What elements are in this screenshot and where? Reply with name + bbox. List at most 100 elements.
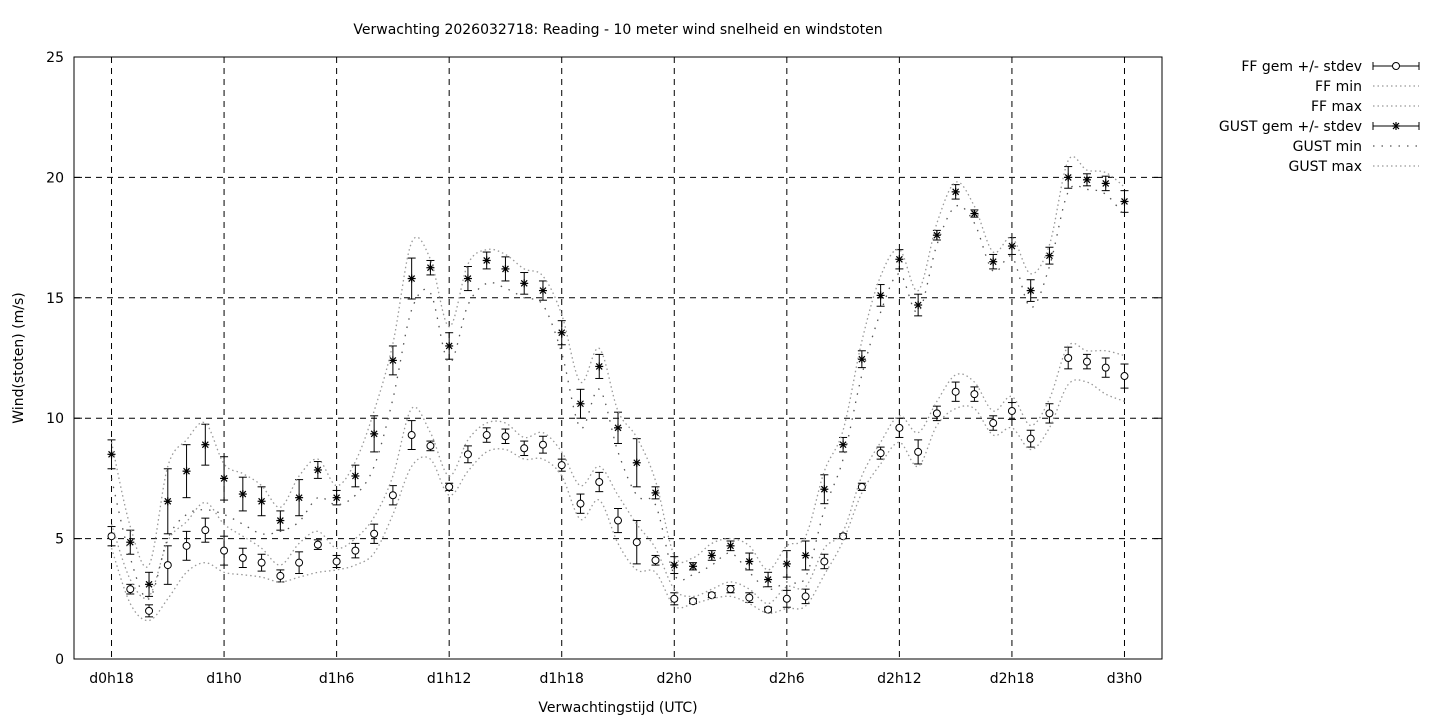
- series-ff-gem-stdev: [107, 346, 1129, 618]
- star-stroke: [408, 275, 416, 282]
- data-point: [764, 575, 773, 584]
- data-point: [689, 597, 698, 606]
- data-point: [238, 490, 247, 499]
- data-point: [332, 557, 341, 566]
- data-point: [520, 279, 529, 288]
- data-point: [351, 471, 360, 480]
- data-point: [463, 274, 472, 283]
- star-stroke: [183, 467, 190, 475]
- star-stroke: [652, 489, 659, 497]
- ticks: 0 5 10 15 20 25 d0h18 d1h0 d1h6 d1h12 d1h18 d2h0 d2h…: [46, 50, 1162, 687]
- min-max-line: [110, 184, 1125, 600]
- data-point: [276, 516, 285, 525]
- data-point: [220, 546, 229, 555]
- data-point: [595, 362, 604, 371]
- data-point: [689, 562, 698, 571]
- data-point: [1120, 372, 1129, 381]
- data-point: [126, 538, 135, 547]
- x-tick-label: d2h18: [990, 671, 1034, 687]
- data-point: [726, 585, 735, 594]
- series-gust-gem-stdev: [107, 166, 1129, 597]
- star-stroke: [1064, 173, 1072, 181]
- star-stroke: [783, 560, 791, 568]
- data-point: [276, 571, 285, 580]
- data-point: [1045, 409, 1054, 418]
- data-point: [576, 499, 585, 508]
- star-stroke: [820, 485, 828, 493]
- data-point: [163, 497, 172, 506]
- x-tick-label: d2h12: [877, 671, 921, 687]
- legend-label: FF gem +/- stdev: [1241, 59, 1362, 75]
- star-stroke: [895, 255, 903, 263]
- data-point: [163, 561, 172, 570]
- data-point: [388, 491, 397, 500]
- star-stroke: [858, 355, 866, 363]
- data-point: [182, 467, 191, 476]
- data-point: [745, 593, 754, 602]
- data-point: [370, 429, 379, 438]
- star-stroke: [1102, 179, 1110, 187]
- star-stroke: [239, 490, 247, 498]
- star-stroke: [164, 497, 172, 505]
- x-tick-label: d1h6: [319, 671, 355, 687]
- star-stroke: [220, 474, 228, 482]
- data-point: [876, 291, 885, 300]
- data-point: [782, 559, 791, 568]
- data-point: [407, 274, 416, 283]
- data-point: [576, 399, 585, 408]
- x-tick-label: d2h6: [769, 671, 805, 687]
- x-axis-label: Verwachtingstijd (UTC): [538, 700, 697, 716]
- data-point: [426, 441, 435, 450]
- star-stroke: [1046, 252, 1053, 260]
- star-stroke: [914, 301, 922, 309]
- data-point: [764, 605, 773, 614]
- series-layer: [107, 155, 1129, 622]
- star-stroke: [126, 538, 134, 546]
- star-stroke: [502, 265, 509, 273]
- data-point: [520, 444, 529, 453]
- data-point: [1064, 354, 1073, 362]
- star-stroke: [201, 441, 209, 449]
- data-point: [1026, 434, 1035, 443]
- data-point: [1007, 242, 1016, 251]
- data-point: [932, 231, 941, 240]
- data-point: [801, 592, 810, 601]
- data-point: [257, 497, 266, 506]
- star-stroke: [539, 287, 547, 295]
- star-stroke: [952, 188, 960, 196]
- data-point: [895, 423, 904, 432]
- data-point: [951, 187, 960, 196]
- star-stroke: [314, 466, 322, 474]
- data-point: [989, 257, 998, 266]
- star-stroke: [445, 342, 453, 350]
- star-stroke: [1083, 176, 1091, 184]
- data-point: [370, 529, 379, 538]
- star-stroke: [483, 257, 491, 264]
- y-tick-label: 20: [46, 170, 64, 186]
- data-point: [445, 341, 454, 350]
- legend-label: FF min: [1315, 79, 1362, 95]
- data-point: [238, 553, 247, 562]
- data-point: [1082, 357, 1091, 366]
- legend-label: GUST min: [1293, 139, 1362, 155]
- data-point: [1064, 173, 1073, 182]
- data-point: [707, 591, 716, 600]
- legend-label: GUST max: [1289, 159, 1363, 175]
- data-point: [820, 485, 829, 494]
- star-stroke: [108, 450, 115, 458]
- data-point: [201, 526, 210, 535]
- star-stroke: [764, 576, 772, 583]
- data-point: [989, 419, 998, 428]
- x-tick-label: d1h18: [539, 671, 583, 687]
- data-point: [538, 286, 547, 295]
- data-point: [1082, 175, 1091, 184]
- data-point: [107, 532, 116, 541]
- star-stroke: [389, 356, 397, 364]
- x-tick-label: d3h0: [1107, 671, 1143, 687]
- data-point: [651, 556, 660, 565]
- star-stroke: [1008, 242, 1016, 250]
- star-stroke: [745, 558, 753, 565]
- legend-label: FF max: [1311, 99, 1362, 115]
- star-stroke: [558, 329, 566, 337]
- star-stroke: [370, 430, 378, 438]
